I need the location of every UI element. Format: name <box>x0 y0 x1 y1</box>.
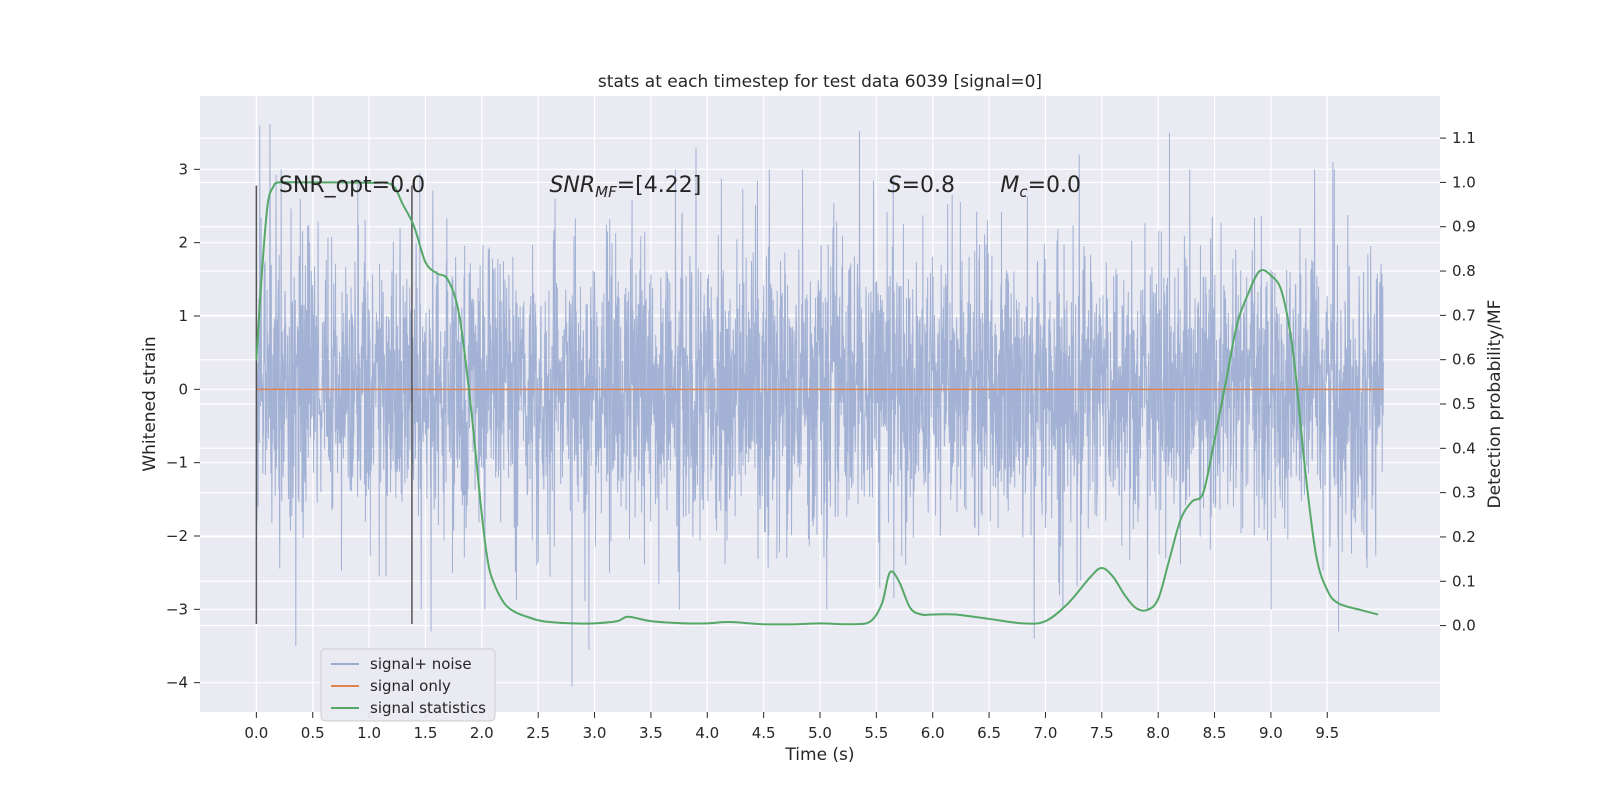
right-axis-ticks: 1.1 1.0 0.9 0.8 0.7 0.6 0.5 0.4 0.3 0.2 0.1 0.0 <box>1440 129 1476 635</box>
x-tick-label-2: 1.0 <box>357 724 381 742</box>
annotation-0: SNR_opt=0.0 <box>279 173 425 198</box>
x-tick-label-10: 5.0 <box>808 724 832 742</box>
right-tick-label-8: 0.3 <box>1452 484 1476 502</box>
x-tick-label-6: 3.0 <box>583 724 607 742</box>
x-axis-label: Time (s) <box>784 745 854 765</box>
right-tick-label-6: 0.5 <box>1452 395 1476 413</box>
x-tick-label-13: 6.5 <box>977 724 1001 742</box>
right-axis-label: Detection probability/MF <box>1485 300 1505 509</box>
x-tick-label-18: 9.0 <box>1259 724 1283 742</box>
legend-label-signal-only: signal only <box>370 677 451 695</box>
x-tick-label-11: 5.5 <box>864 724 888 742</box>
x-tick-label-9: 4.5 <box>752 724 776 742</box>
legend-frame <box>320 648 496 722</box>
vertical-markers <box>255 185 413 624</box>
y-tick-label-6: −3 <box>166 600 188 618</box>
x-tick-label-15: 7.5 <box>1090 724 1114 742</box>
x-tick-label-7: 3.5 <box>639 724 663 742</box>
y-tick-label-5: −2 <box>166 527 188 545</box>
legend: signal+ noise signal only signal statist… <box>320 648 496 722</box>
legend-label-signal-noise: signal+ noise <box>370 655 472 673</box>
right-tick-label-11: 0.0 <box>1452 617 1476 635</box>
x-tick-label-4: 2.0 <box>470 724 494 742</box>
y-tick-label-7: −4 <box>166 674 188 692</box>
annotations: SNR_opt=0.0 SNRMF=[4.22] S=0.8 Mc=0.0 <box>279 173 1081 201</box>
x-tick-label-0: 0.0 <box>244 724 268 742</box>
x-tick-label-3: 1.5 <box>414 724 438 742</box>
x-tick-label-12: 6.0 <box>921 724 945 742</box>
right-tick-label-2: 0.9 <box>1452 218 1476 236</box>
signal-statistics-line <box>255 181 1379 626</box>
x-axis-ticks: 0.0 0.5 1.0 1.5 2.0 2.5 3.0 3.5 4.0 4.5 5.0 5.5 6.0 6… <box>244 712 1339 742</box>
right-tick-label-3: 0.8 <box>1452 262 1476 280</box>
y-tick-label-2: 1 <box>178 307 188 325</box>
right-tick-label-10: 0.1 <box>1452 572 1476 590</box>
x-tick-label-19: 9.5 <box>1315 724 1339 742</box>
right-tick-label-0: 1.1 <box>1452 129 1476 147</box>
right-tick-label-5: 0.6 <box>1452 351 1476 369</box>
y-tick-label-4: −1 <box>166 454 188 472</box>
right-tick-label-7: 0.4 <box>1452 439 1476 457</box>
chart-title: stats at each timestep for test data 603… <box>598 72 1042 92</box>
x-tick-label-16: 8.0 <box>1146 724 1170 742</box>
y-tick-label-3: 0 <box>178 380 188 398</box>
x-tick-label-14: 7.0 <box>1034 724 1058 742</box>
series-signal-statistics <box>255 181 1379 626</box>
annotation-2: S=0.8 <box>888 173 955 198</box>
annotation-1: SNRMF=[4.22] <box>549 173 701 201</box>
legend-label-signal-statistics: signal statistics <box>370 699 486 717</box>
x-tick-label-1: 0.5 <box>301 724 325 742</box>
annotation-3: Mc=0.0 <box>1000 173 1081 201</box>
series-signal-noise <box>255 123 1385 687</box>
right-tick-label-4: 0.7 <box>1452 306 1476 324</box>
y-axis-label: Whitened strain <box>140 336 160 471</box>
y-tick-label-1: 2 <box>178 234 188 252</box>
x-tick-label-8: 4.0 <box>695 724 719 742</box>
x-tick-label-17: 8.5 <box>1203 724 1227 742</box>
x-tick-label-5: 2.5 <box>526 724 550 742</box>
y-tick-label-0: 3 <box>178 160 188 178</box>
noise-trace <box>255 123 1385 687</box>
right-tick-label-9: 0.2 <box>1452 528 1476 546</box>
y-axis-ticks: 3 2 1 0 −1 −2 −3 −4 <box>166 160 200 692</box>
right-tick-label-1: 1.0 <box>1452 173 1476 191</box>
